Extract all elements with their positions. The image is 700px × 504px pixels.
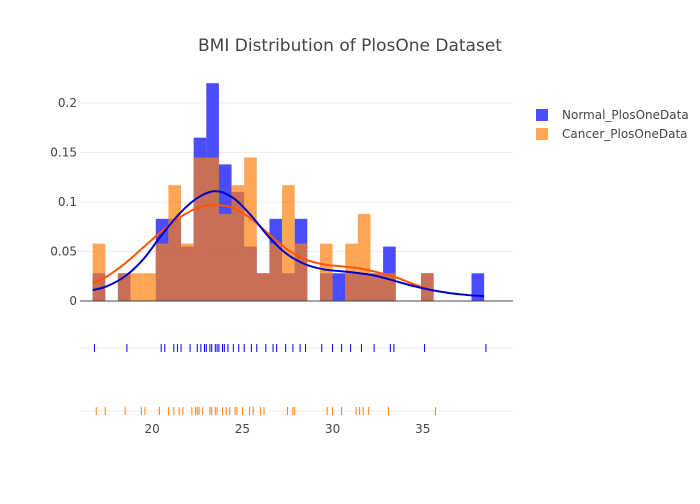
y-tick-label-1: 0.05 xyxy=(50,245,77,259)
bar-cancer-3[interactable] xyxy=(143,273,156,301)
bar-cancer-7[interactable] xyxy=(193,157,207,301)
y-tick-label-4: 0.2 xyxy=(58,96,77,110)
bar-cancer-13[interactable] xyxy=(269,243,283,301)
legend-label-cancer: Cancer_PlosOneData xyxy=(562,127,688,141)
bar-cancer-18[interactable] xyxy=(357,213,371,301)
y-tick-label-0: 0 xyxy=(69,294,77,308)
bar-cancer-9[interactable] xyxy=(218,213,232,301)
bar-cancer-4[interactable] xyxy=(155,243,169,301)
legend[interactable]: Normal_PlosOneData Cancer_PlosOneData xyxy=(536,108,689,141)
histogram-bars xyxy=(92,83,485,301)
grid-layer xyxy=(80,102,513,412)
y-tick-label-2: 0.1 xyxy=(58,195,77,209)
bar-cancer-16[interactable] xyxy=(319,243,333,301)
bar-cancer-21[interactable] xyxy=(420,273,434,301)
axes: 0 0.05 0.1 0.15 0.2 20 25 30 35 xyxy=(50,96,513,436)
bar-normal-15[interactable] xyxy=(332,273,346,301)
bar-cancer-5[interactable] xyxy=(168,185,182,301)
chart-title: BMI Distribution of PlosOne Dataset xyxy=(198,36,502,56)
bar-normal-21[interactable] xyxy=(471,273,485,301)
bar-cancer-11[interactable] xyxy=(244,157,257,301)
bar-cancer-6[interactable] xyxy=(181,243,194,301)
x-tick-label-2: 30 xyxy=(325,422,340,436)
bar-cancer-1[interactable] xyxy=(117,273,131,301)
legend-item-normal[interactable]: Normal_PlosOneData xyxy=(536,108,689,122)
x-tick-label-0: 20 xyxy=(145,422,160,436)
bar-cancer-19[interactable] xyxy=(370,273,384,301)
kde-line-normal[interactable] xyxy=(92,190,485,298)
rug-plots xyxy=(93,344,487,415)
legend-swatch-normal xyxy=(536,109,548,121)
bar-cancer-12[interactable] xyxy=(256,273,270,301)
bar-cancer-14[interactable] xyxy=(282,185,295,301)
legend-item-cancer[interactable]: Cancer_PlosOneData xyxy=(536,127,688,141)
bar-cancer-10[interactable] xyxy=(231,185,245,301)
bar-cancer-0[interactable] xyxy=(92,243,106,301)
legend-swatch-cancer xyxy=(536,128,548,140)
bar-cancer-8[interactable] xyxy=(206,157,219,301)
legend-label-normal: Normal_PlosOneData xyxy=(562,108,689,122)
y-tick-label-3: 0.15 xyxy=(50,146,77,160)
density-curves xyxy=(92,190,485,298)
bar-cancer-2[interactable] xyxy=(130,273,144,301)
bar-cancer-15[interactable] xyxy=(294,243,308,301)
x-tick-label-1: 25 xyxy=(235,422,250,436)
x-tick-label-3: 35 xyxy=(415,422,430,436)
